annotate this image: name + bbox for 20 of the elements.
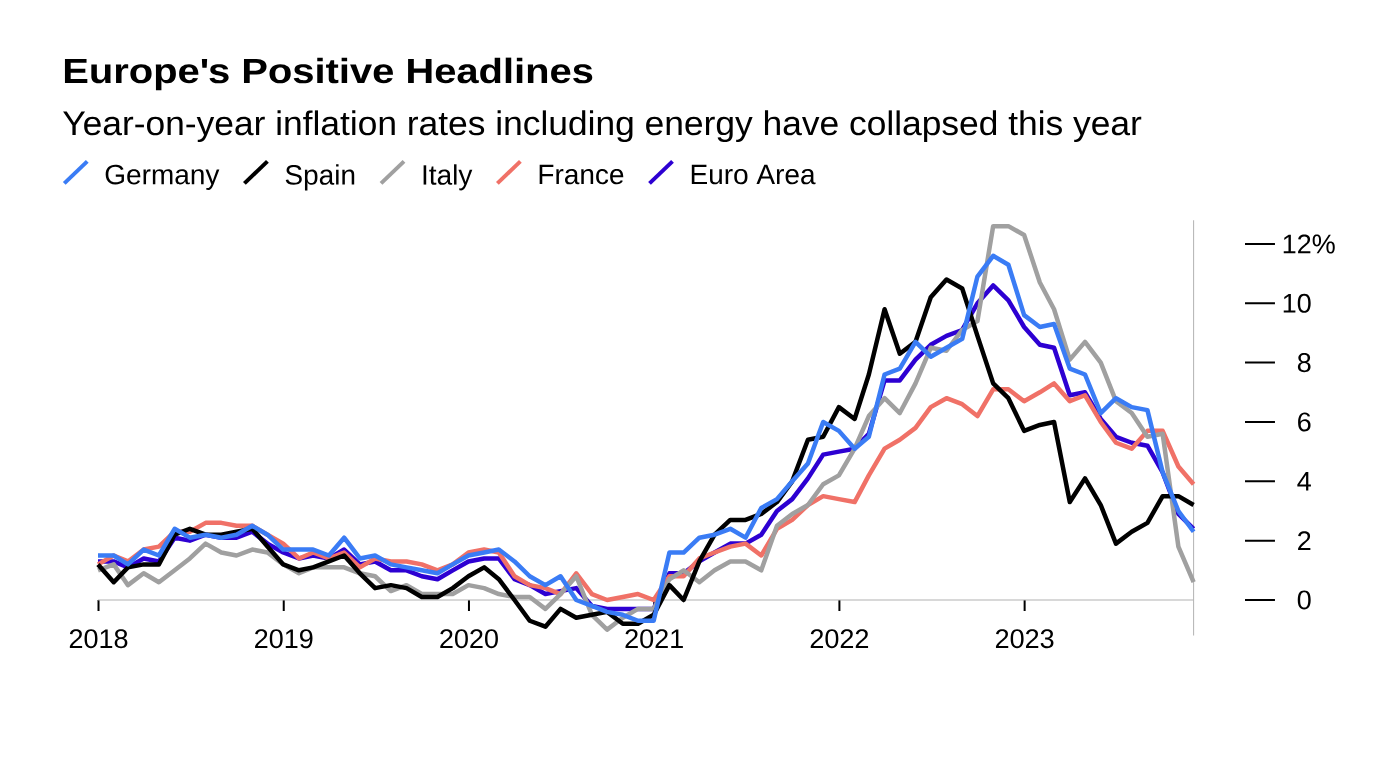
x-tick-label: 2019 xyxy=(255,629,313,649)
chart-title: Europe's Positive Headlines xyxy=(64,57,593,91)
legend-label: Euro Area xyxy=(691,164,816,185)
y-tick-label: 10 xyxy=(1283,293,1311,313)
x-tick-label: 2023 xyxy=(995,629,1054,649)
x-tick-label: 2020 xyxy=(440,629,498,649)
y-tick-label: 6 xyxy=(1298,412,1311,432)
y-tick-label: 2 xyxy=(1298,531,1311,551)
legend-label: Germany xyxy=(105,164,220,191)
x-tick-label: 2021 xyxy=(625,629,683,649)
x-tick-label: 2022 xyxy=(810,629,869,649)
y-tick-label: 8 xyxy=(1297,353,1311,373)
y-tick-label: 0 xyxy=(1297,590,1311,610)
legend-label: France xyxy=(539,164,624,185)
legend-label: Italy xyxy=(423,164,473,191)
y-tick-label: 12% xyxy=(1283,234,1335,254)
x-tick-label: 2018 xyxy=(69,629,128,649)
chart-subtitle: Year-on-year inflation rates including energy have collapsed this year xyxy=(63,110,1142,143)
legend-label: Spain xyxy=(285,164,355,191)
y-tick-label: 4 xyxy=(1297,472,1311,491)
